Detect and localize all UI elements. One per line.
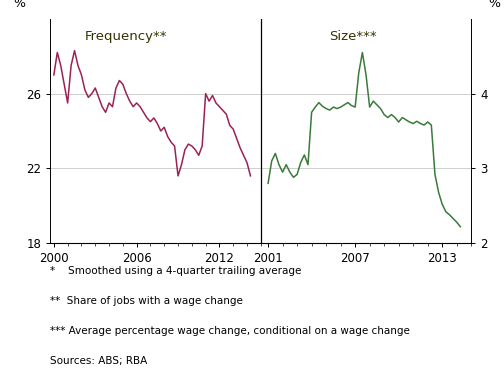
- Text: Frequency**: Frequency**: [85, 30, 167, 43]
- Text: *    Smoothed using a 4-quarter trailing average: * Smoothed using a 4-quarter trailing av…: [50, 266, 302, 276]
- Text: *** Average percentage wage change, conditional on a wage change: *** Average percentage wage change, cond…: [50, 326, 410, 336]
- Text: **  Share of jobs with a wage change: ** Share of jobs with a wage change: [50, 296, 243, 306]
- Text: Sources: ABS; RBA: Sources: ABS; RBA: [50, 356, 148, 366]
- Text: %: %: [488, 0, 500, 10]
- Text: Size***: Size***: [330, 30, 377, 43]
- Text: %: %: [13, 0, 25, 10]
